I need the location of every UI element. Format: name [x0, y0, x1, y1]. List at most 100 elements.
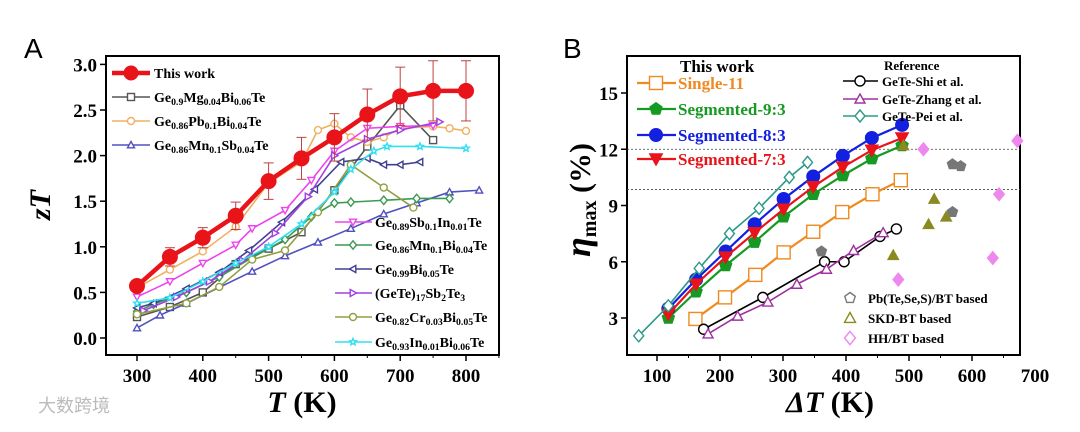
- label-part: 0.04: [230, 121, 247, 132]
- data-point: [205, 276, 215, 287]
- label-part: Bi: [221, 91, 234, 106]
- label-sub: max: [579, 201, 601, 238]
- data-point: [662, 298, 675, 313]
- data-point: [836, 168, 850, 182]
- legend-marker: [854, 108, 866, 124]
- label-part: 0.01: [423, 342, 440, 353]
- label-part: Bi: [217, 115, 230, 130]
- data-point: [131, 298, 143, 308]
- y-tick-label: 6: [609, 253, 619, 274]
- label-part: Sb: [222, 139, 238, 154]
- series-3: [660, 132, 910, 322]
- label-part: Ge: [375, 311, 392, 326]
- data-point: [198, 259, 208, 269]
- y-tick-label: 3: [609, 309, 619, 330]
- legend-label: Ge0.86Mn0.1Bi0.04Te: [375, 239, 487, 256]
- data-point: [215, 282, 224, 292]
- data-point: [815, 245, 828, 257]
- series-0: [129, 60, 474, 295]
- label-part: 0.9: [171, 97, 183, 108]
- data-point: [329, 197, 339, 209]
- data-point: [329, 186, 340, 197]
- data-point: [893, 172, 909, 188]
- label-part: 0.06: [453, 342, 470, 353]
- scatter-1: [886, 138, 953, 261]
- label-part: (GeTe): [375, 287, 416, 302]
- data-point: [379, 194, 389, 206]
- legend-marker: [349, 288, 358, 298]
- legend-marker: [126, 92, 136, 102]
- x-tick-label: 500: [895, 366, 924, 387]
- data-point: [230, 257, 241, 268]
- series-line: [136, 145, 467, 305]
- label-part: Bi: [409, 263, 422, 278]
- data-point: [835, 148, 850, 163]
- data-point: [414, 157, 424, 167]
- legend-label: HH/BT based: [868, 331, 945, 346]
- data-point: [227, 207, 244, 224]
- label-part: Bi: [443, 239, 456, 254]
- data-point: [381, 141, 393, 151]
- data-point: [379, 209, 389, 218]
- y-tick-label: 9: [609, 197, 619, 218]
- label-part: 0.82: [392, 317, 409, 328]
- data-point: [155, 310, 165, 319]
- label-part: 0.1: [425, 222, 437, 233]
- data-point: [461, 126, 471, 136]
- data-point: [835, 161, 851, 175]
- series-6: [632, 155, 814, 343]
- label-part: 0.05: [456, 317, 473, 328]
- legend-label: (GeTe)17Sb2Te3: [375, 287, 465, 304]
- legend-marker: [126, 116, 136, 126]
- data-point: [148, 298, 157, 309]
- data-point: [425, 82, 442, 99]
- data-point: [790, 277, 804, 289]
- data-point: [1011, 133, 1024, 149]
- label-part: In: [409, 336, 422, 351]
- data-point: [865, 187, 880, 202]
- data-point: [806, 169, 821, 184]
- data-point: [161, 248, 178, 265]
- legend-marker: [348, 312, 358, 322]
- label-part: 0.04: [456, 245, 473, 256]
- data-point: [359, 106, 376, 123]
- legend-label: GeTe-Shi et al.: [882, 74, 964, 89]
- data-point: [896, 138, 910, 151]
- series-6: [132, 153, 424, 313]
- data-point: [776, 245, 791, 260]
- data-point: [260, 173, 277, 190]
- data-point: [776, 191, 791, 206]
- y-tick-label: 1.0: [73, 238, 97, 259]
- data-point: [954, 160, 967, 172]
- y-tick-label: 2.5: [73, 101, 97, 122]
- legend-label: GeTe-Zhang et al.: [882, 92, 982, 107]
- data-point: [280, 250, 290, 260]
- y-tick-label: 3.0: [73, 55, 97, 76]
- legend-marker: [854, 75, 866, 87]
- data-point: [892, 272, 905, 287]
- label-part: 0.03: [426, 317, 443, 328]
- data-point: [313, 125, 323, 135]
- data-point: [428, 135, 438, 145]
- data-point: [460, 142, 472, 153]
- scatter-0: [815, 158, 967, 257]
- legend-header-this-work: This work: [680, 57, 755, 76]
- label-part: Mn: [188, 139, 209, 154]
- data-point: [632, 328, 645, 343]
- data-point: [247, 225, 257, 234]
- data-point: [747, 234, 762, 248]
- x-tick-label: 600: [958, 366, 987, 387]
- label-part: T: [267, 386, 293, 419]
- label-part: Te: [446, 287, 460, 302]
- scatter-2: [892, 133, 1024, 287]
- data-point: [688, 311, 703, 327]
- data-point: [231, 241, 241, 250]
- x-tick-label: 300: [123, 366, 152, 387]
- label-part: Te: [247, 115, 261, 130]
- label-part: Ge: [154, 91, 171, 106]
- x-axis-label: ΔT (K): [785, 386, 874, 419]
- data-point: [280, 246, 290, 255]
- data-point: [717, 290, 733, 305]
- label-part: 0.05: [423, 269, 440, 280]
- data-point: [182, 299, 191, 308]
